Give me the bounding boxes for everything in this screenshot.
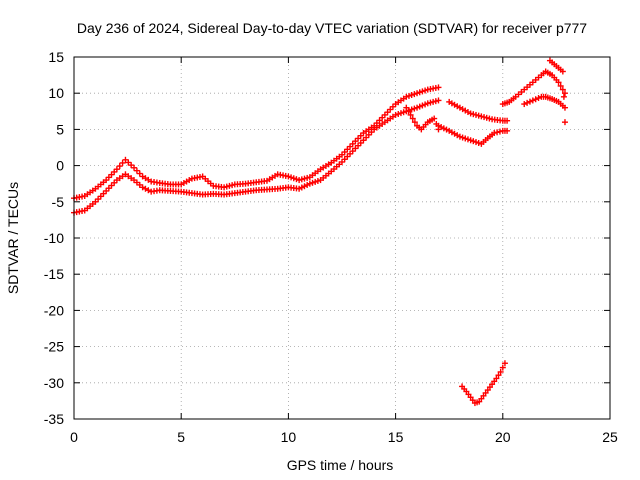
- data-point: [491, 130, 498, 137]
- data-point: [504, 127, 511, 134]
- y-tick-label: 10: [48, 85, 64, 101]
- data-point: [535, 95, 542, 102]
- data-point: [526, 98, 533, 105]
- data-point: [555, 79, 562, 86]
- data-point: [133, 167, 140, 174]
- tick-labels: 0 5 10 15 20 25 15 10 5 0 -5 -10 -15 -20 -25 -30 -35: [44, 49, 618, 445]
- y-tick-label: -10: [44, 230, 64, 246]
- x-tick-label: 5: [177, 429, 185, 445]
- x-tick-label: 0: [70, 429, 78, 445]
- data-point: [561, 104, 568, 111]
- data-point: [431, 115, 438, 122]
- data-point: [435, 126, 442, 133]
- grid-lines: [74, 57, 610, 419]
- y-axis-label: SDTVAR / TECUs: [5, 182, 21, 294]
- x-tick-label: 15: [388, 429, 404, 445]
- data-point: [493, 375, 500, 382]
- data-point: [411, 119, 418, 126]
- data-point: [407, 111, 414, 118]
- data-point: [433, 120, 440, 127]
- data-point: [557, 82, 564, 89]
- data-point: [560, 93, 567, 100]
- y-tick-label: -25: [44, 339, 64, 355]
- data-point: [532, 96, 539, 103]
- data-point: [524, 99, 531, 106]
- data-point: [113, 166, 120, 173]
- data-point: [116, 163, 123, 170]
- data-point: [497, 368, 504, 375]
- data-point: [529, 97, 536, 104]
- data-point: [561, 90, 568, 97]
- data-points: [71, 57, 568, 407]
- data-point: [499, 364, 506, 371]
- axis-ticks: [73, 56, 611, 420]
- chart-title: Day 236 of 2024, Sidereal Day-to-day VTE…: [77, 20, 587, 36]
- x-tick-label: 25: [602, 429, 618, 445]
- data-point: [409, 115, 416, 122]
- data-point: [405, 108, 412, 115]
- data-point: [501, 360, 508, 367]
- data-point: [119, 159, 126, 166]
- data-point: [561, 119, 568, 126]
- x-tick-label: 20: [495, 429, 511, 445]
- data-point: [435, 97, 442, 104]
- y-tick-label: -35: [44, 411, 64, 427]
- data-point: [559, 86, 566, 93]
- data-point: [504, 117, 511, 124]
- y-tick-label: 15: [48, 49, 64, 65]
- x-axis-label: GPS time / hours: [287, 457, 394, 473]
- y-tick-label: -30: [44, 375, 64, 391]
- data-point: [403, 104, 410, 111]
- x-tick-label: 10: [281, 429, 297, 445]
- data-point: [496, 128, 503, 135]
- y-tick-label: -15: [44, 266, 64, 282]
- data-point: [136, 170, 143, 177]
- data-point: [435, 84, 442, 91]
- data-point: [494, 129, 501, 136]
- y-tick-label: -20: [44, 302, 64, 318]
- data-point: [131, 164, 138, 171]
- y-tick-label: -5: [52, 194, 65, 210]
- y-tick-label: 0: [56, 158, 64, 174]
- data-point: [495, 372, 502, 379]
- y-tick-label: 5: [56, 121, 64, 137]
- data-point: [559, 68, 566, 75]
- data-point: [521, 101, 528, 108]
